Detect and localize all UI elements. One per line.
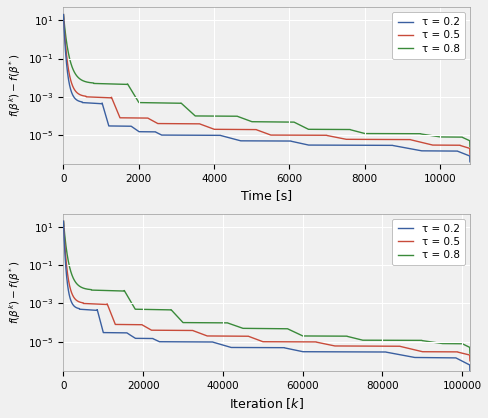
τ = 0.2	[258, 345, 264, 350]
Line: τ = 0.5: τ = 0.5	[63, 221, 469, 361]
τ = 0.2	[380, 143, 386, 148]
τ = 0.5	[247, 334, 253, 339]
τ = 0.5	[247, 127, 253, 132]
τ = 0.8	[380, 338, 386, 343]
Line: τ = 0.8: τ = 0.8	[63, 15, 469, 147]
Y-axis label: $f(\beta^k) - f(\beta^*)$: $f(\beta^k) - f(\beta^*)$	[7, 54, 23, 117]
τ = 0.5	[454, 350, 460, 355]
τ = 0.2	[466, 368, 472, 373]
Legend: τ = 0.2, τ = 0.5, τ = 0.8: τ = 0.2, τ = 0.5, τ = 0.8	[391, 12, 464, 59]
τ = 0.5	[380, 344, 386, 349]
τ = 0.8	[61, 219, 66, 224]
τ = 0.8	[81, 79, 87, 84]
τ = 0.8	[466, 351, 472, 356]
τ = 0.5	[454, 349, 460, 354]
τ = 0.8	[466, 144, 472, 149]
τ = 0.5	[454, 143, 460, 148]
τ = 0.5	[258, 129, 264, 134]
τ = 0.5	[81, 94, 87, 99]
τ = 0.5	[380, 137, 386, 142]
τ = 0.2	[247, 138, 253, 143]
τ = 0.8	[61, 12, 66, 17]
τ = 0.8	[258, 326, 264, 331]
τ = 0.8	[454, 341, 460, 346]
τ = 0.2	[81, 100, 87, 105]
τ = 0.2	[61, 12, 66, 17]
τ = 0.2	[466, 159, 472, 164]
Line: τ = 0.2: τ = 0.2	[63, 15, 469, 162]
τ = 0.5	[454, 143, 460, 148]
τ = 0.8	[247, 119, 253, 124]
τ = 0.8	[454, 135, 460, 140]
Y-axis label: $f(\beta^k) - f(\beta^*)$: $f(\beta^k) - f(\beta^*)$	[7, 260, 23, 324]
Legend: τ = 0.2, τ = 0.5, τ = 0.8: τ = 0.2, τ = 0.5, τ = 0.8	[391, 219, 464, 265]
τ = 0.2	[380, 349, 386, 354]
τ = 0.5	[81, 301, 87, 306]
τ = 0.2	[247, 345, 253, 350]
τ = 0.2	[454, 149, 460, 154]
X-axis label: Time [s]: Time [s]	[241, 189, 292, 202]
τ = 0.5	[258, 339, 264, 344]
Line: τ = 0.8: τ = 0.8	[63, 221, 469, 353]
X-axis label: Iteration $[k]$: Iteration $[k]$	[229, 396, 304, 411]
τ = 0.2	[258, 138, 264, 143]
τ = 0.8	[247, 326, 253, 331]
τ = 0.8	[454, 341, 460, 346]
τ = 0.2	[454, 149, 460, 154]
τ = 0.2	[454, 357, 460, 362]
τ = 0.8	[258, 119, 264, 124]
τ = 0.2	[81, 307, 87, 312]
τ = 0.2	[454, 357, 460, 362]
τ = 0.8	[380, 131, 386, 136]
Line: τ = 0.2: τ = 0.2	[63, 221, 469, 371]
τ = 0.2	[61, 219, 66, 224]
Line: τ = 0.5: τ = 0.5	[63, 15, 469, 154]
τ = 0.5	[466, 152, 472, 157]
τ = 0.5	[61, 219, 66, 224]
τ = 0.8	[81, 286, 87, 291]
τ = 0.8	[454, 135, 460, 140]
τ = 0.5	[466, 358, 472, 363]
τ = 0.5	[61, 12, 66, 17]
